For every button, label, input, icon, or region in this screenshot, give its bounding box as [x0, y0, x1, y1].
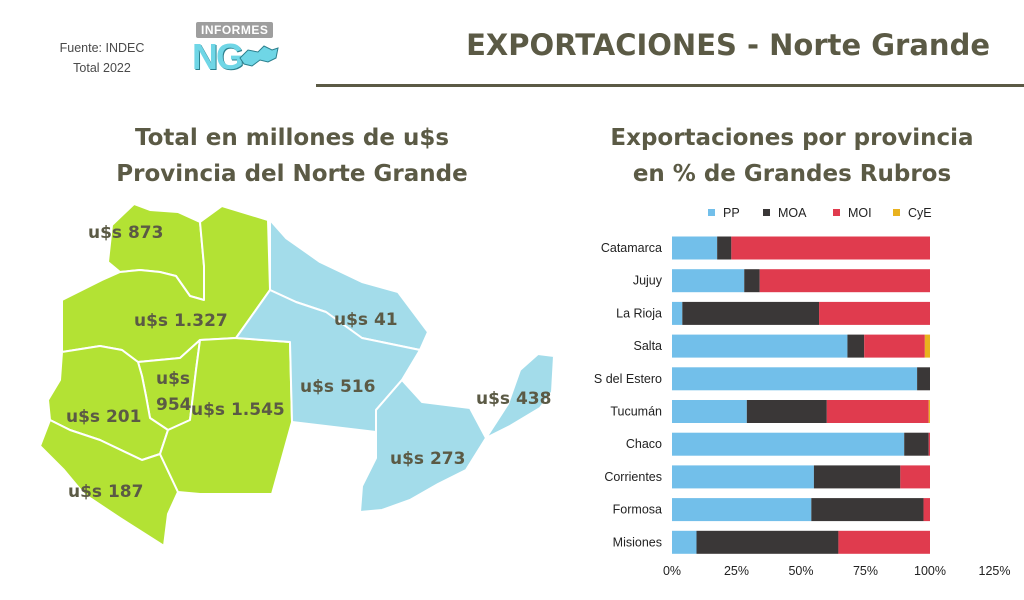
- bar-segment-moi: [759, 269, 930, 293]
- chart-subtitle-line1: Exportaciones por provincia: [610, 125, 974, 151]
- province-misiones: [485, 353, 555, 439]
- map-subtitle: Total en millones de u$s Provincia del N…: [92, 120, 492, 192]
- bar-segment-cye: [924, 334, 930, 358]
- value-tucuman-line1: u$s: [156, 369, 190, 389]
- bar-segment-pp: [672, 432, 905, 456]
- bar-segment-moa: [813, 465, 901, 489]
- legend-swatch-moi: [833, 209, 840, 216]
- value-corrientes: u$s 273: [390, 449, 465, 469]
- bar-segment-pp: [672, 236, 718, 260]
- province-corrientes: [359, 379, 487, 513]
- value-salta: u$s 1.327: [134, 311, 228, 331]
- category-label: Catamarca: [601, 241, 662, 255]
- x-tick-label: 75%: [853, 564, 878, 578]
- stacked-bar-chart: PP MOA MOI CyE Catamarca Jujuy La Rioja Salta S …: [594, 206, 1011, 578]
- x-tick-label: 100%: [914, 564, 946, 578]
- source-note: Fuente: INDEC Total 2022: [52, 38, 152, 78]
- legend-swatch-pp: [708, 209, 715, 216]
- bar-segment-pp: [672, 367, 918, 391]
- legend-swatch-moa: [763, 209, 770, 216]
- map-subtitle-line1: Total en millones de u$s: [134, 125, 450, 151]
- bar-segment-moa: [746, 400, 827, 423]
- legend-swatch-cye: [893, 209, 900, 216]
- x-tick-label: 25%: [724, 564, 749, 578]
- logo-letters: NG: [192, 36, 244, 77]
- logo-tag: INFORMES: [196, 22, 274, 38]
- bar-segment-pp: [672, 498, 812, 522]
- category-label: Chaco: [626, 437, 662, 451]
- x-tick-label: 0%: [663, 564, 681, 578]
- category-label: Corrientes: [604, 470, 662, 484]
- category-label: S del Estero: [594, 372, 662, 386]
- bar-segment-moi: [864, 334, 925, 358]
- bar-segment-pp: [672, 530, 697, 554]
- value-misiones: u$s 438: [476, 389, 551, 409]
- bar-segment-moi: [928, 432, 930, 456]
- value-santiago-del-estero: u$s 1.545: [191, 400, 285, 420]
- bar-segment-moa: [847, 334, 865, 358]
- value-catamarca: u$s 201: [66, 407, 141, 427]
- category-label: Salta: [634, 339, 663, 353]
- bar-segment-moa: [682, 301, 820, 325]
- bar-segment-moa: [696, 530, 839, 554]
- bar-segment-pp: [672, 334, 848, 358]
- legend-label-cye: CyE: [908, 206, 932, 220]
- bar-segment-moi: [826, 400, 929, 423]
- category-label: Formosa: [613, 503, 662, 517]
- province-la-rioja: [39, 419, 179, 547]
- bar-segment-pp: [672, 269, 745, 293]
- bar-segment-moa: [904, 432, 929, 456]
- category-label: Misiones: [613, 535, 662, 549]
- bar-segment-moa: [717, 236, 732, 260]
- legend-label-pp: PP: [723, 206, 740, 220]
- bar-segment-moi: [731, 236, 930, 260]
- bar-segment-moa: [744, 269, 760, 293]
- value-la-rioja: u$s 187: [68, 482, 143, 502]
- x-tick-label: 125%: [979, 564, 1011, 578]
- bar-segment-moi: [838, 530, 930, 554]
- value-jujuy: u$s 873: [88, 223, 163, 243]
- bar-segment-moi: [900, 465, 930, 489]
- bar-segment-pp: [672, 400, 747, 423]
- bar-segment-moi: [923, 498, 930, 522]
- x-tick-label: 50%: [788, 564, 813, 578]
- legend-label-moi: MOI: [848, 206, 872, 220]
- category-label: Tucumán: [610, 405, 662, 419]
- page-title: EXPORTACIONES - Norte Grande: [466, 28, 990, 62]
- title-divider: [316, 84, 1024, 87]
- legend-label-moa: MOA: [778, 206, 807, 220]
- value-tucuman-line2: 954: [156, 395, 192, 415]
- bar-segment-pp: [672, 465, 814, 489]
- bar-segment-moi: [819, 301, 930, 325]
- value-formosa: u$s 41: [334, 310, 398, 330]
- chart-subtitle: Exportaciones por provincia en % de Gran…: [592, 120, 992, 192]
- source-line: Fuente: INDEC: [59, 41, 145, 55]
- chart-subtitle-line2: en % de Grandes Rubros: [632, 161, 952, 187]
- bar-segment-cye: [928, 400, 930, 423]
- bar-segment-moa: [917, 367, 930, 391]
- bar-segment-pp: [672, 301, 683, 325]
- year-line: Total 2022: [73, 61, 131, 75]
- value-chaco: u$s 516: [300, 377, 375, 397]
- category-label: Jujuy: [633, 274, 663, 288]
- norte-grande-map: u$s 873 u$s 1.327 u$s 954 u$s 201 u$s 18…: [39, 203, 555, 547]
- category-label: La Rioja: [616, 306, 662, 320]
- region-map-icon: [239, 45, 279, 67]
- informes-ng-logo: INFORMES NG: [190, 22, 282, 82]
- map-subtitle-line2: Provincia del Norte Grande: [116, 161, 468, 187]
- bar-segment-moa: [811, 498, 924, 522]
